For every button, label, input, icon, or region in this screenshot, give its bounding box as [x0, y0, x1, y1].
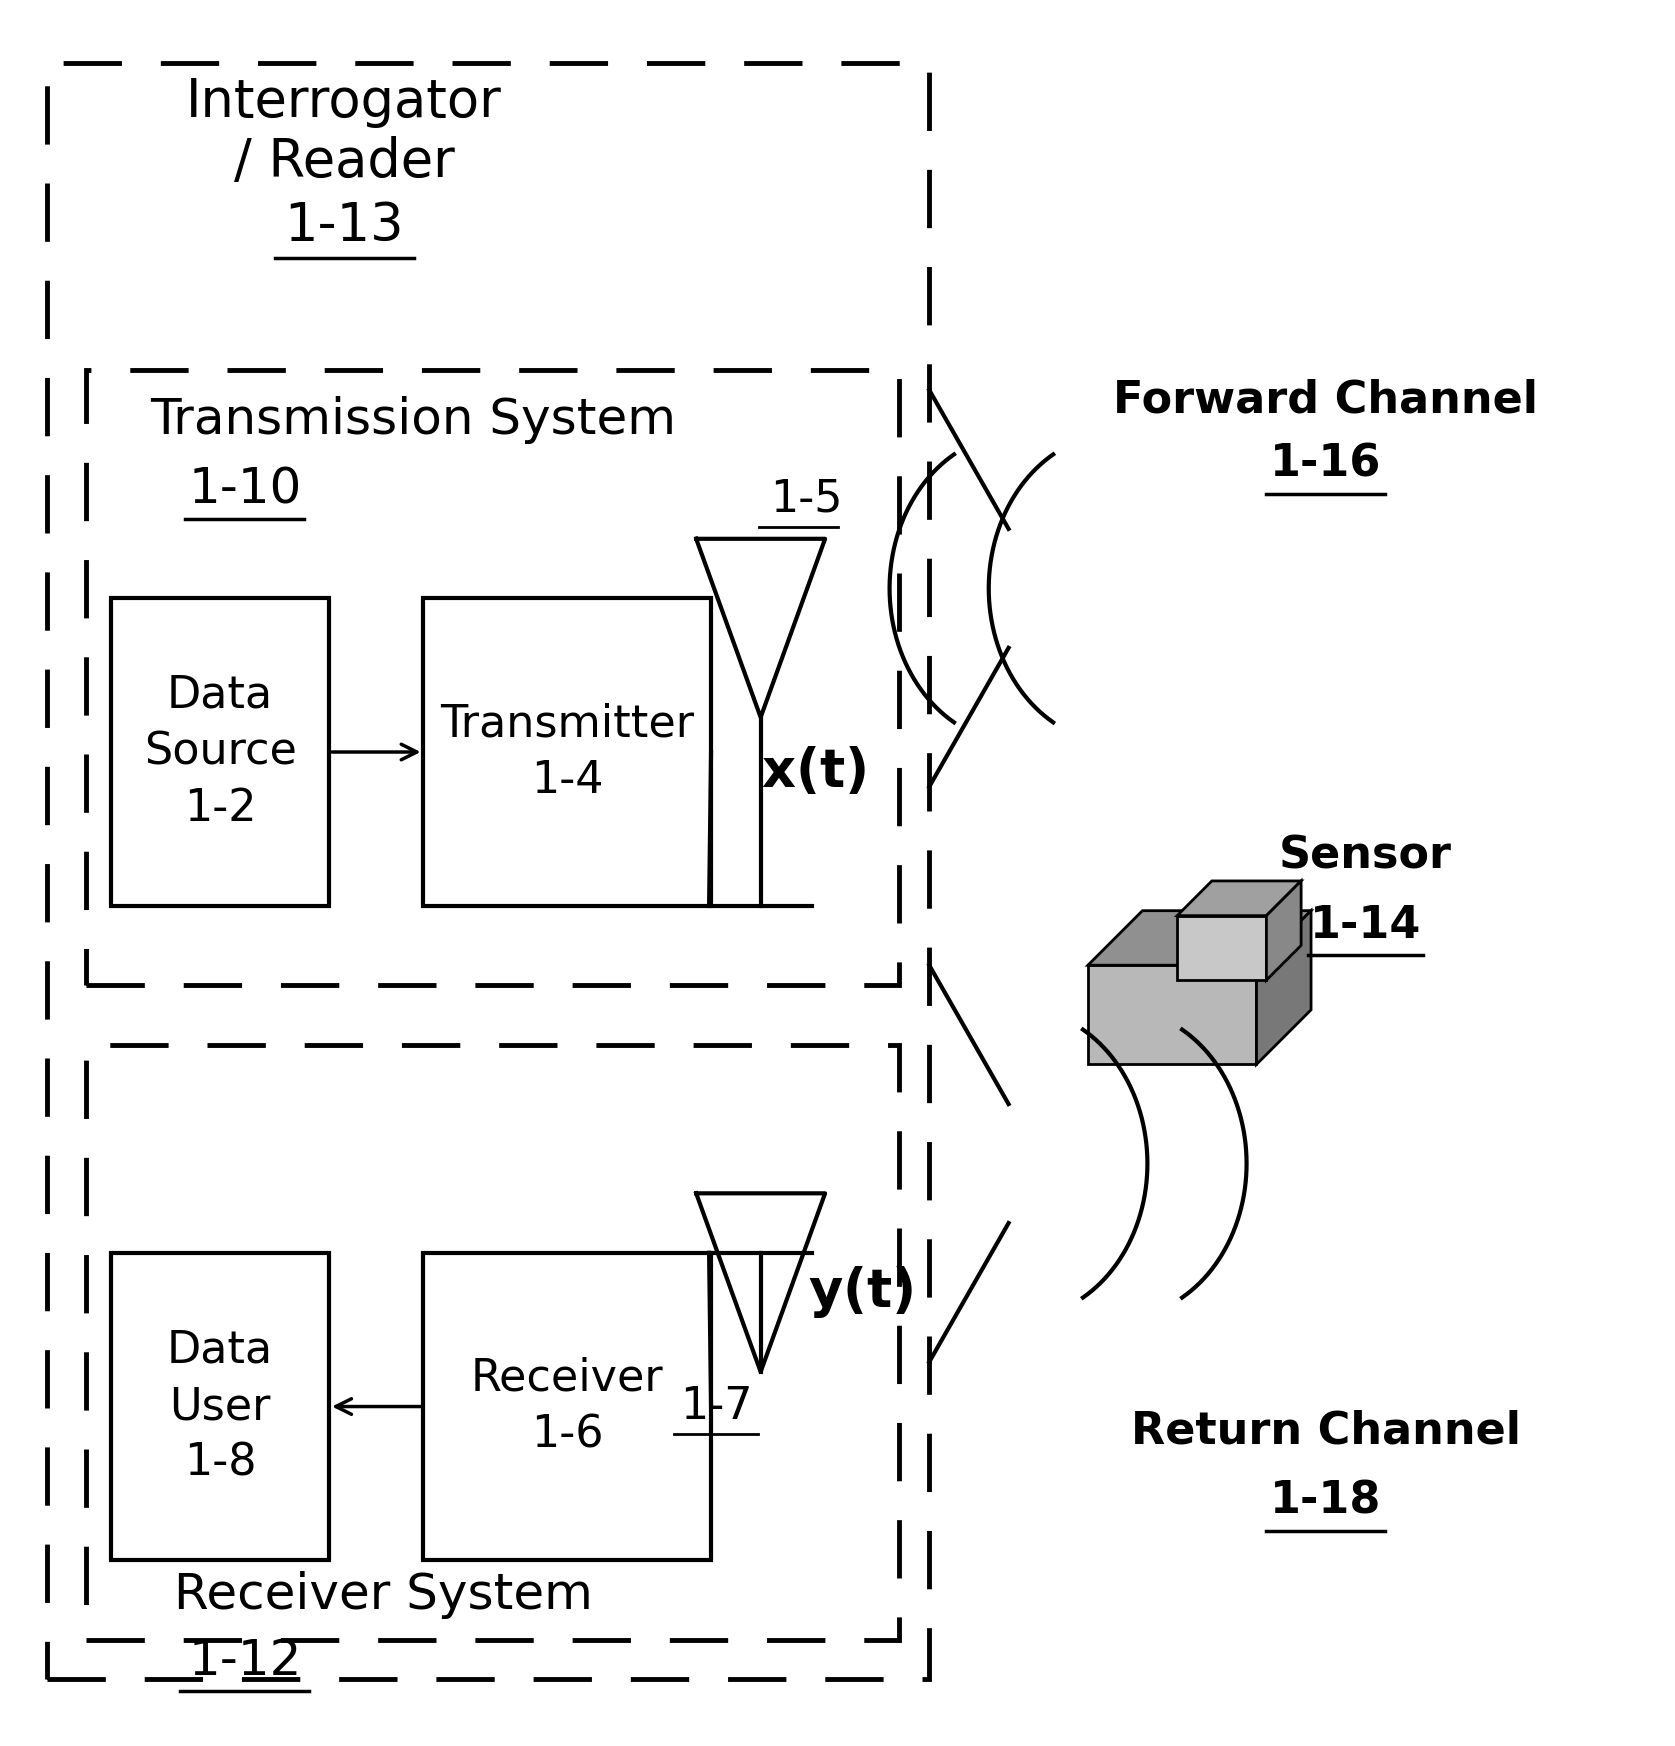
Text: Receiver
1-6: Receiver 1-6 [471, 1357, 663, 1456]
Polygon shape [1178, 882, 1301, 915]
Polygon shape [1178, 915, 1266, 980]
Text: Forward Channel: Forward Channel [1114, 379, 1538, 421]
Polygon shape [1266, 882, 1301, 980]
Text: Transmission System: Transmission System [151, 396, 677, 443]
Text: Transmitter
1-4: Transmitter 1-4 [441, 702, 695, 801]
Text: 1-18: 1-18 [1270, 1479, 1382, 1523]
Bar [87, 370, 899, 985]
Text: Data
Source
1-2: Data Source 1-2 [144, 674, 296, 829]
Text: $\mathbf{y(t)}$: $\mathbf{y(t)}$ [809, 1264, 913, 1320]
Bar [87, 1044, 899, 1639]
Text: Return Channel: Return Channel [1131, 1409, 1521, 1453]
Polygon shape [1087, 911, 1312, 966]
Bar [111, 599, 330, 906]
Text: $\mathbf{x(t)}$: $\mathbf{x(t)}$ [760, 746, 866, 798]
Text: 1-7: 1-7 [680, 1385, 752, 1428]
Bar [424, 1254, 712, 1561]
Bar [47, 63, 930, 1680]
Bar [111, 1254, 330, 1561]
Bar [424, 599, 712, 906]
Polygon shape [1256, 911, 1312, 1065]
Text: 1-12: 1-12 [188, 1638, 302, 1685]
Text: / Reader: / Reader [235, 136, 454, 189]
Text: 1-10: 1-10 [188, 464, 302, 513]
Text: 1-5: 1-5 [770, 478, 843, 520]
Polygon shape [1087, 966, 1256, 1065]
Text: Sensor: Sensor [1280, 835, 1452, 878]
Text: Data
User
1-8: Data User 1-8 [168, 1329, 273, 1484]
Text: 1-16: 1-16 [1270, 443, 1382, 485]
Text: Interrogator: Interrogator [186, 77, 502, 129]
Text: Receiver System: Receiver System [174, 1571, 593, 1619]
Text: 1-13: 1-13 [285, 201, 404, 253]
Text: 1-14: 1-14 [1310, 904, 1422, 946]
